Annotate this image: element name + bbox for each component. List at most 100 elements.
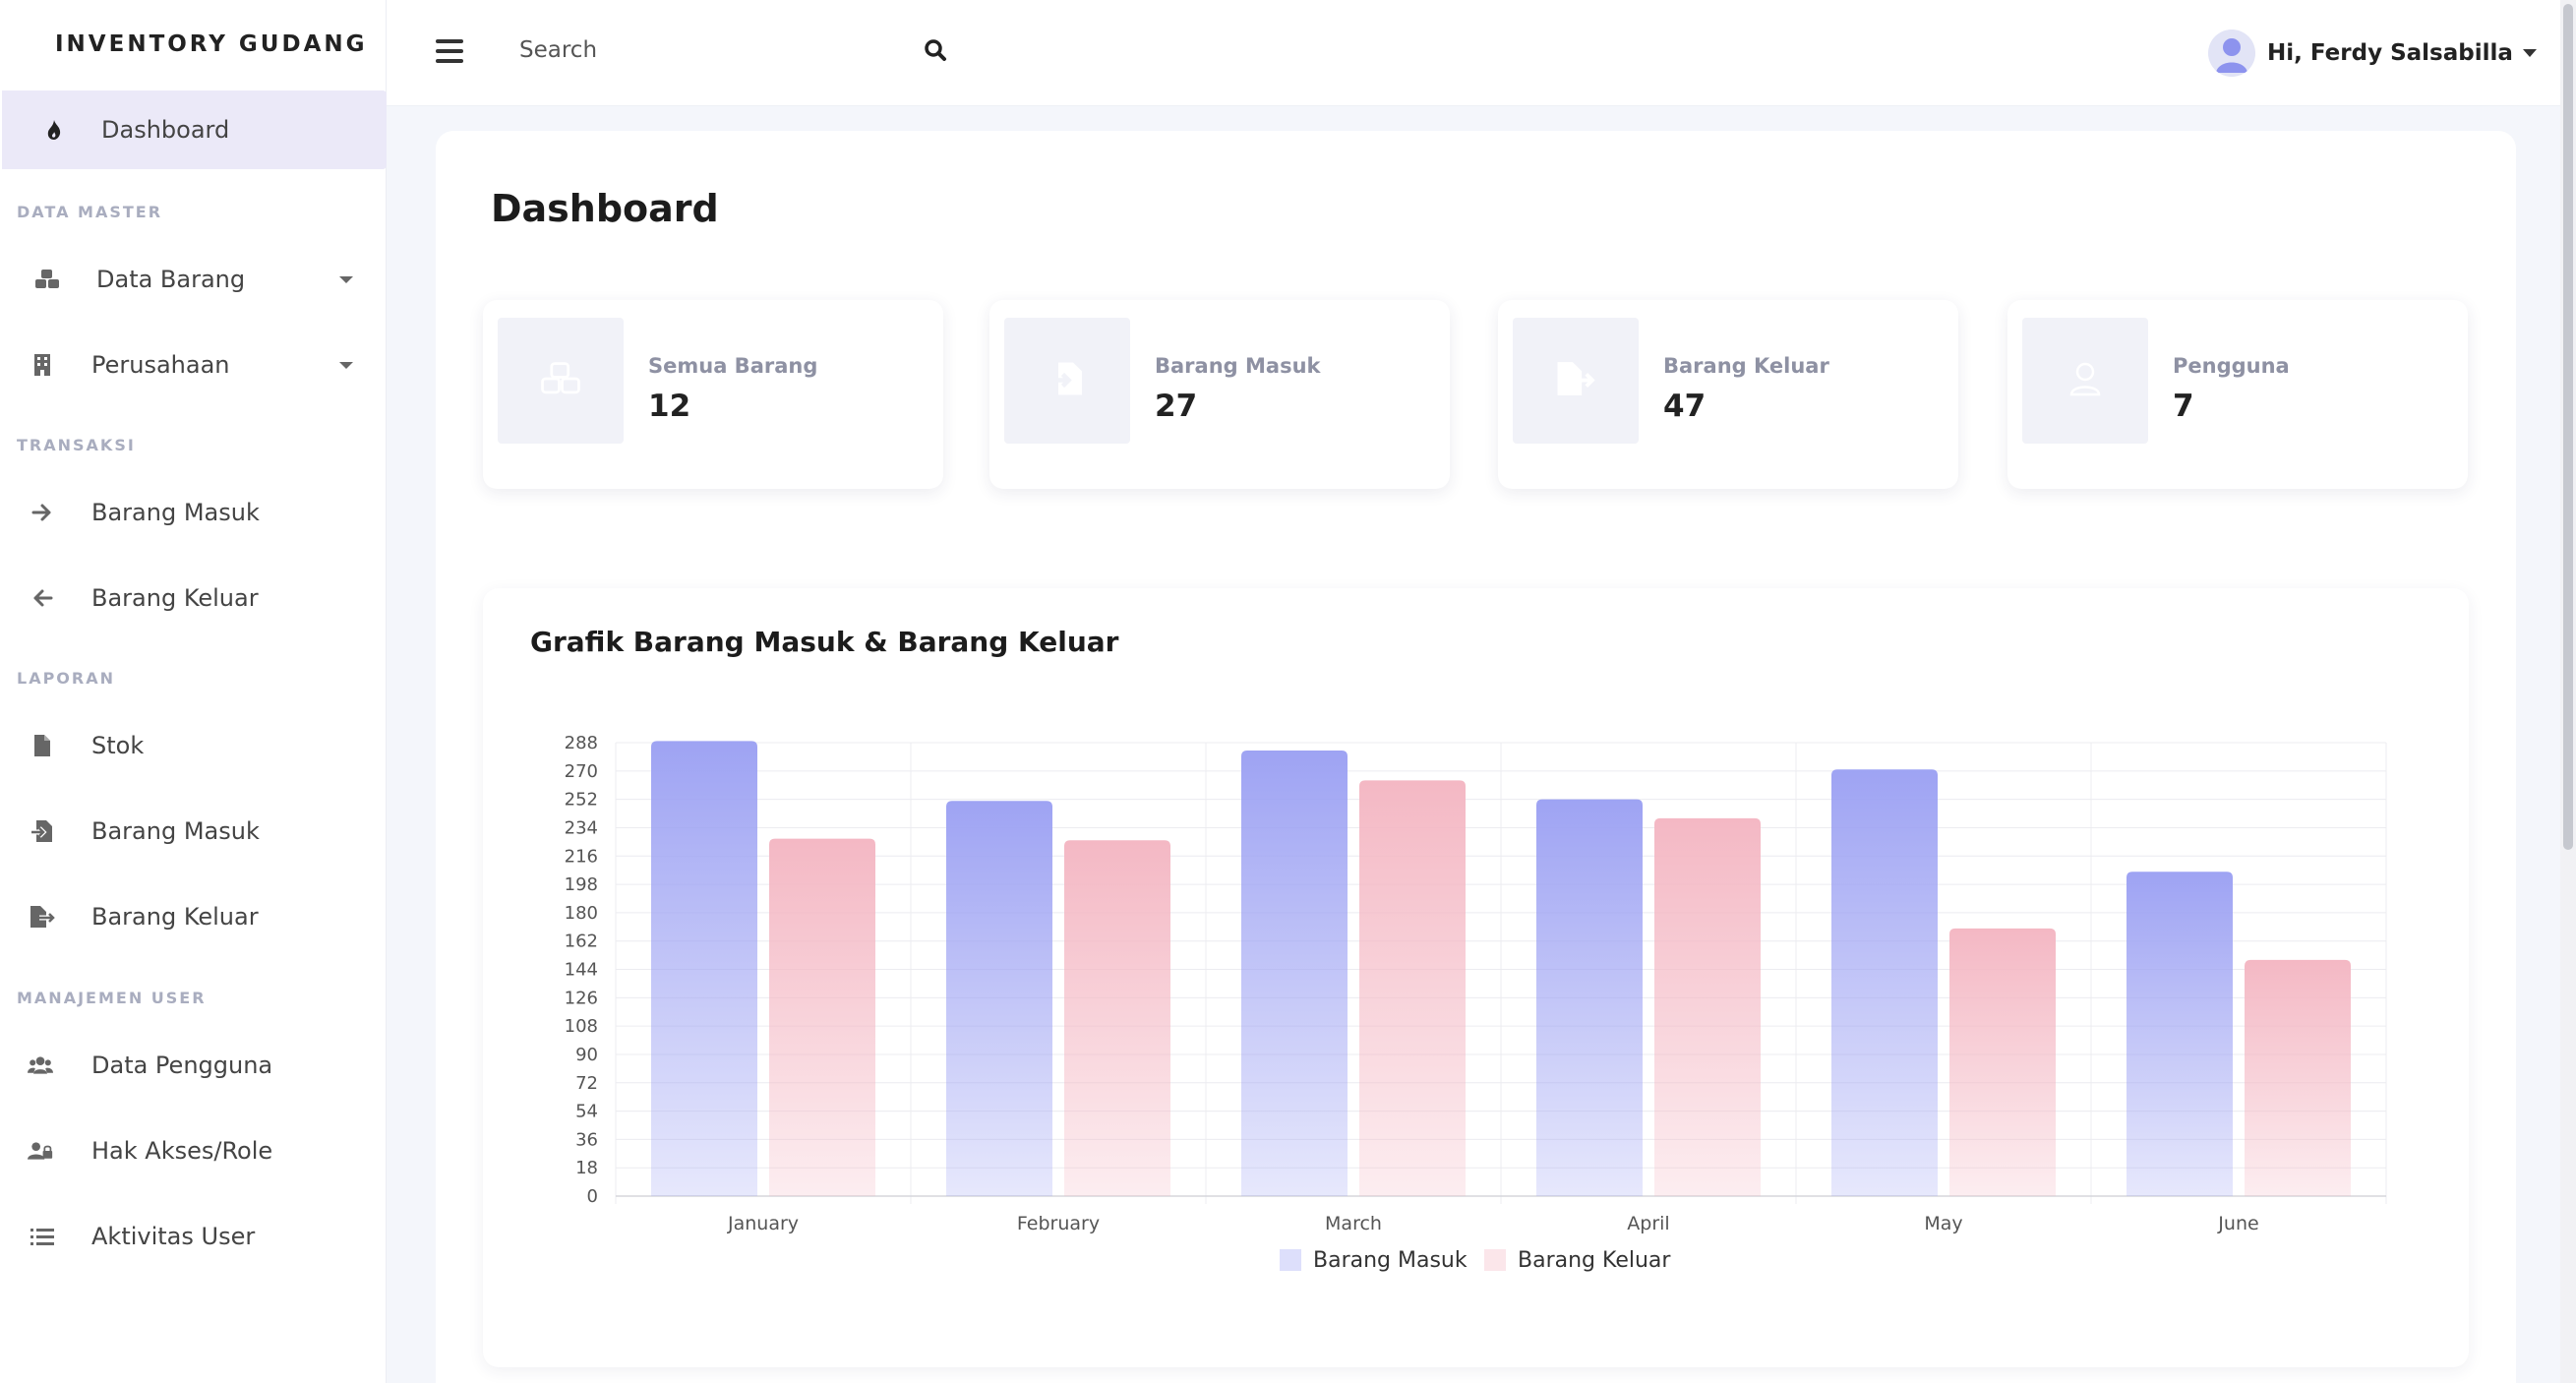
- y-tick-label: 288: [565, 733, 598, 753]
- sidebar-item-label: Aktivitas User: [91, 1223, 256, 1250]
- y-tick-label: 144: [565, 960, 598, 981]
- search-icon[interactable]: [923, 37, 948, 63]
- sidebar-item-aktivitas-user[interactable]: Aktivitas User: [0, 1197, 387, 1276]
- sidebar-item-label: Dashboard: [101, 116, 230, 144]
- sidebar-item-label: Perusahaan: [91, 351, 230, 379]
- file-import-icon: [1049, 359, 1085, 402]
- topbar: Hi, Ferdy Salsabilla: [387, 0, 2560, 106]
- y-tick-label: 198: [565, 874, 598, 895]
- page-title: Dashboard: [491, 187, 719, 230]
- cubes-icon: [541, 362, 580, 399]
- hamburger-line: [436, 39, 463, 43]
- sidebar-item-barang-masuk[interactable]: Barang Masuk: [0, 473, 387, 552]
- user-lock-icon: [28, 1138, 53, 1164]
- scrollbar[interactable]: [2560, 0, 2576, 1383]
- arrow-right-icon: [30, 500, 55, 525]
- sidebar-item-label: Hak Akses/Role: [91, 1137, 273, 1165]
- stat-value: 47: [1663, 389, 1707, 424]
- bar: [1949, 928, 2056, 1196]
- legend-swatch: [1484, 1249, 1506, 1271]
- scrollbar-thumb[interactable]: [2563, 4, 2573, 850]
- user-icon: [2068, 361, 2102, 400]
- bar: [2245, 959, 2351, 1196]
- bar: [946, 801, 1052, 1196]
- menu-toggle-button[interactable]: [436, 39, 463, 63]
- bar: [1654, 817, 1761, 1196]
- section-title-data-master: DATA MASTER: [17, 203, 163, 221]
- sidebar-item-hak-akses[interactable]: Hak Akses/Role: [0, 1112, 387, 1190]
- search-input[interactable]: [519, 26, 893, 75]
- building-icon: [30, 352, 55, 378]
- stat-icon-box: [498, 318, 624, 444]
- bar: [651, 741, 757, 1196]
- bar: [2127, 872, 2233, 1196]
- x-tick-label: April: [1627, 1213, 1669, 1234]
- stat-value: 27: [1155, 389, 1198, 424]
- user-greeting: Hi, Ferdy Salsabilla: [2267, 40, 2513, 66]
- file-icon: [30, 733, 55, 758]
- x-tick-label: February: [1017, 1213, 1100, 1234]
- bar: [1536, 799, 1643, 1196]
- sidebar-item-label: Barang Masuk: [91, 499, 260, 526]
- chevron-down-icon: [339, 361, 353, 369]
- stat-icon-box: [2022, 318, 2148, 444]
- stat-card-pengguna: Pengguna 7: [2007, 300, 2468, 489]
- bar: [1241, 751, 1348, 1196]
- stat-value: 12: [648, 389, 691, 424]
- y-tick-label: 216: [565, 846, 598, 867]
- arrow-left-icon: [30, 585, 55, 611]
- sidebar-item-label: Stok: [91, 732, 145, 759]
- bar: [1359, 780, 1466, 1196]
- sidebar-item-data-barang[interactable]: Data Barang: [0, 240, 387, 319]
- sidebar-item-label: Barang Keluar: [91, 903, 259, 931]
- stat-icon-box: [1004, 318, 1130, 444]
- sidebar-item-stok[interactable]: Stok: [0, 706, 387, 785]
- y-tick-label: 234: [565, 817, 598, 838]
- legend-swatch: [1280, 1249, 1301, 1271]
- brand-logo[interactable]: INVENTORY GUDANG: [55, 31, 368, 57]
- bar: [1064, 840, 1170, 1196]
- stat-icon-box: [1513, 318, 1639, 444]
- stat-card-barang-masuk: Barang Masuk 27: [989, 300, 1450, 489]
- y-tick-label: 90: [575, 1045, 598, 1065]
- y-tick-label: 18: [575, 1158, 598, 1178]
- sidebar-item-perusahaan[interactable]: Perusahaan: [0, 326, 387, 404]
- sidebar-item-label: Barang Keluar: [91, 584, 259, 612]
- y-tick-label: 72: [575, 1073, 598, 1094]
- sidebar-item-laporan-barang-keluar[interactable]: Barang Keluar: [0, 877, 387, 956]
- y-tick-label: 126: [565, 988, 598, 1008]
- y-tick-label: 180: [565, 903, 598, 924]
- fire-icon: [41, 117, 67, 143]
- x-tick-label: March: [1325, 1213, 1382, 1234]
- sidebar-item-dashboard[interactable]: Dashboard: [2, 90, 387, 169]
- y-tick-label: 270: [565, 761, 598, 782]
- y-tick-label: 108: [565, 1016, 598, 1037]
- legend-label: Barang Masuk: [1313, 1248, 1468, 1273]
- stat-card-semua-barang: Semua Barang 12: [483, 300, 943, 489]
- section-title-laporan: LAPORAN: [17, 669, 115, 688]
- bar: [1831, 769, 1938, 1196]
- file-import-icon: [30, 818, 55, 844]
- hamburger-line: [436, 59, 463, 63]
- y-tick-label: 252: [565, 790, 598, 811]
- user-menu[interactable]: Hi, Ferdy Salsabilla: [2208, 28, 2537, 79]
- sidebar-item-label: Barang Masuk: [91, 817, 260, 845]
- users-icon: [28, 1052, 53, 1078]
- sidebar-item-label: Data Pengguna: [91, 1052, 273, 1079]
- y-tick-label: 162: [565, 932, 598, 952]
- y-tick-label: 54: [575, 1102, 598, 1122]
- sidebar: INVENTORY GUDANG Dashboard DATA MASTER D…: [0, 0, 387, 1383]
- x-tick-label: January: [727, 1213, 799, 1234]
- sidebar-item-label: Data Barang: [96, 266, 246, 293]
- stat-label: Semua Barang: [648, 354, 818, 378]
- cubes-icon: [34, 267, 60, 292]
- sidebar-item-laporan-barang-masuk[interactable]: Barang Masuk: [0, 792, 387, 871]
- x-tick-label: May: [1924, 1213, 1962, 1234]
- chart-title: Grafik Barang Masuk & Barang Keluar: [530, 626, 1119, 658]
- y-tick-label: 36: [575, 1129, 598, 1150]
- chevron-down-icon: [339, 275, 353, 283]
- sidebar-item-data-pengguna[interactable]: Data Pengguna: [0, 1026, 387, 1105]
- sidebar-item-barang-keluar[interactable]: Barang Keluar: [0, 559, 387, 637]
- stat-card-barang-keluar: Barang Keluar 47: [1498, 300, 1958, 489]
- stat-value: 7: [2173, 389, 2194, 424]
